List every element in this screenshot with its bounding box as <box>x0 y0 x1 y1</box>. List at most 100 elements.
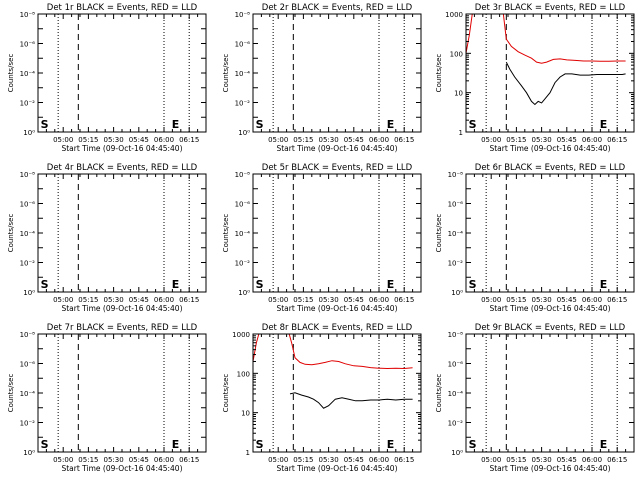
y-tick-label: 10⁻² <box>235 100 251 108</box>
marker-e: E <box>600 438 608 451</box>
plot-frame <box>465 13 635 133</box>
x-tick-label: 05:30 <box>319 456 339 464</box>
x-tick-label: 05:30 <box>104 136 124 144</box>
y-tick-label: 10⁻⁶ <box>448 201 464 209</box>
y-tick-label: 10 <box>454 90 463 98</box>
y-axis-label: Counts/sec <box>7 374 15 413</box>
x-axis-label: Start Time (09-Oct-16 04:45:40) <box>276 464 397 473</box>
x-tick-label: 05:00 <box>268 456 288 464</box>
y-tick-label: 10⁻⁴ <box>20 70 36 78</box>
x-tick-label: 05:45 <box>129 456 149 464</box>
y-axis-label: Counts/sec <box>435 214 443 253</box>
series-lld-line <box>253 334 413 370</box>
y-tick-label: 10⁰ <box>23 129 35 137</box>
x-tick-label: 05:00 <box>53 296 73 304</box>
y-tick-label: 10⁻⁴ <box>448 390 464 398</box>
x-tick-label: 06:00 <box>154 456 174 464</box>
x-tick-label: 05:45 <box>129 136 149 144</box>
x-axis-label: Start Time (09-Oct-16 04:45:40) <box>61 464 182 473</box>
chart-title: Det 7r BLACK = Events, RED = LLD <box>47 323 198 333</box>
x-axis-label: Start Time (09-Oct-16 04:45:40) <box>489 464 610 473</box>
x-tick-label: 06:15 <box>179 136 199 144</box>
marker-e: E <box>387 278 395 291</box>
marker-s: S <box>256 278 264 291</box>
y-tick-label: 10⁻⁶ <box>235 41 251 49</box>
x-tick-label: 05:00 <box>53 456 73 464</box>
series-events-line <box>289 392 413 409</box>
marker-s: S <box>41 278 49 291</box>
y-tick-label: 10⁻⁸ <box>20 171 36 179</box>
x-tick-label: 06:15 <box>607 296 627 304</box>
x-tick-label: 05:15 <box>506 456 526 464</box>
y-axis-label: Counts/sec <box>7 54 15 93</box>
x-tick-label: 05:30 <box>104 456 124 464</box>
x-tick-label: 06:00 <box>369 136 389 144</box>
marker-e: E <box>172 438 180 451</box>
marker-e: E <box>600 278 608 291</box>
marker-s: S <box>469 118 477 131</box>
plot-frame <box>465 173 635 293</box>
y-tick-label: 10⁰ <box>23 289 35 297</box>
y-tick-label: 1000 <box>232 331 250 339</box>
x-axis-label: Start Time (09-Oct-16 04:45:40) <box>61 304 182 313</box>
y-tick-label: 10⁻⁸ <box>20 11 36 19</box>
y-axis-label: Counts/sec <box>222 374 230 413</box>
x-tick-label: 06:15 <box>607 456 627 464</box>
y-tick-label: 10⁻² <box>448 260 464 268</box>
plot-frame <box>465 333 635 453</box>
x-tick-label: 05:15 <box>78 296 98 304</box>
marker-s: S <box>256 438 264 451</box>
y-tick-label: 10⁻⁴ <box>235 70 251 78</box>
y-tick-label: 10⁻⁶ <box>20 201 36 209</box>
y-tick-label: 10⁻⁶ <box>448 361 464 369</box>
x-tick-label: 06:15 <box>607 136 627 144</box>
x-tick-label: 05:15 <box>293 136 313 144</box>
y-tick-label: 10⁻² <box>20 260 36 268</box>
marker-e: E <box>172 118 180 131</box>
y-tick-label: 10⁻² <box>20 420 36 428</box>
y-tick-label: 1 <box>459 129 463 137</box>
chart-title: Det 5r BLACK = Events, RED = LLD <box>262 163 413 173</box>
x-tick-label: 05:45 <box>557 456 577 464</box>
x-tick-label: 05:00 <box>481 456 501 464</box>
y-tick-label: 10⁻⁸ <box>448 171 464 179</box>
x-tick-label: 05:30 <box>532 456 552 464</box>
y-tick-label: 10⁻⁴ <box>20 230 36 238</box>
y-tick-label: 10⁻⁶ <box>20 361 36 369</box>
x-tick-label: 06:15 <box>394 456 414 464</box>
x-tick-label: 06:00 <box>582 136 602 144</box>
chart-title: Det 6r BLACK = Events, RED = LLD <box>475 163 626 173</box>
x-tick-label: 06:00 <box>369 296 389 304</box>
y-axis-label: Counts/sec <box>435 54 443 93</box>
y-tick-label: 10⁰ <box>238 129 250 137</box>
x-tick-label: 06:15 <box>179 456 199 464</box>
x-axis-label: Start Time (09-Oct-16 04:45:40) <box>276 144 397 153</box>
x-tick-label: 05:00 <box>53 136 73 144</box>
x-axis-label: Start Time (09-Oct-16 04:45:40) <box>489 144 610 153</box>
y-tick-label: 100 <box>450 50 463 58</box>
x-tick-label: 06:00 <box>369 456 389 464</box>
y-tick-label: 10⁻² <box>235 260 251 268</box>
x-tick-label: 05:00 <box>481 296 501 304</box>
x-tick-label: 06:15 <box>394 136 414 144</box>
x-tick-label: 05:15 <box>506 136 526 144</box>
plot-frame <box>37 333 207 453</box>
x-tick-label: 05:15 <box>78 136 98 144</box>
chart-panel-9: Det 9r BLACK = Events, RED = LLD 10⁻⁸ 10⁻⁶… <box>435 323 635 473</box>
chart-title: Det 4r BLACK = Events, RED = LLD <box>47 163 198 173</box>
y-tick-label: 10⁻⁴ <box>235 230 251 238</box>
y-tick-label: 10⁰ <box>23 449 35 457</box>
chart-title: Det 8r BLACK = Events, RED = LLD <box>262 323 413 333</box>
marker-e: E <box>172 278 180 291</box>
x-tick-label: 06:00 <box>582 456 602 464</box>
marker-s: S <box>256 118 264 131</box>
y-tick-label: 10⁻⁸ <box>235 11 251 19</box>
x-tick-label: 05:45 <box>129 296 149 304</box>
chart-panel-8: Det 8r BLACK = Events, RED = LLD 1 10 100 10… <box>222 323 422 473</box>
y-tick-label: 10⁰ <box>451 289 463 297</box>
marker-e: E <box>600 118 608 131</box>
y-tick-label: 10⁻⁶ <box>20 41 36 49</box>
chart-title: Det 9r BLACK = Events, RED = LLD <box>475 323 626 333</box>
x-tick-label: 05:45 <box>344 456 364 464</box>
